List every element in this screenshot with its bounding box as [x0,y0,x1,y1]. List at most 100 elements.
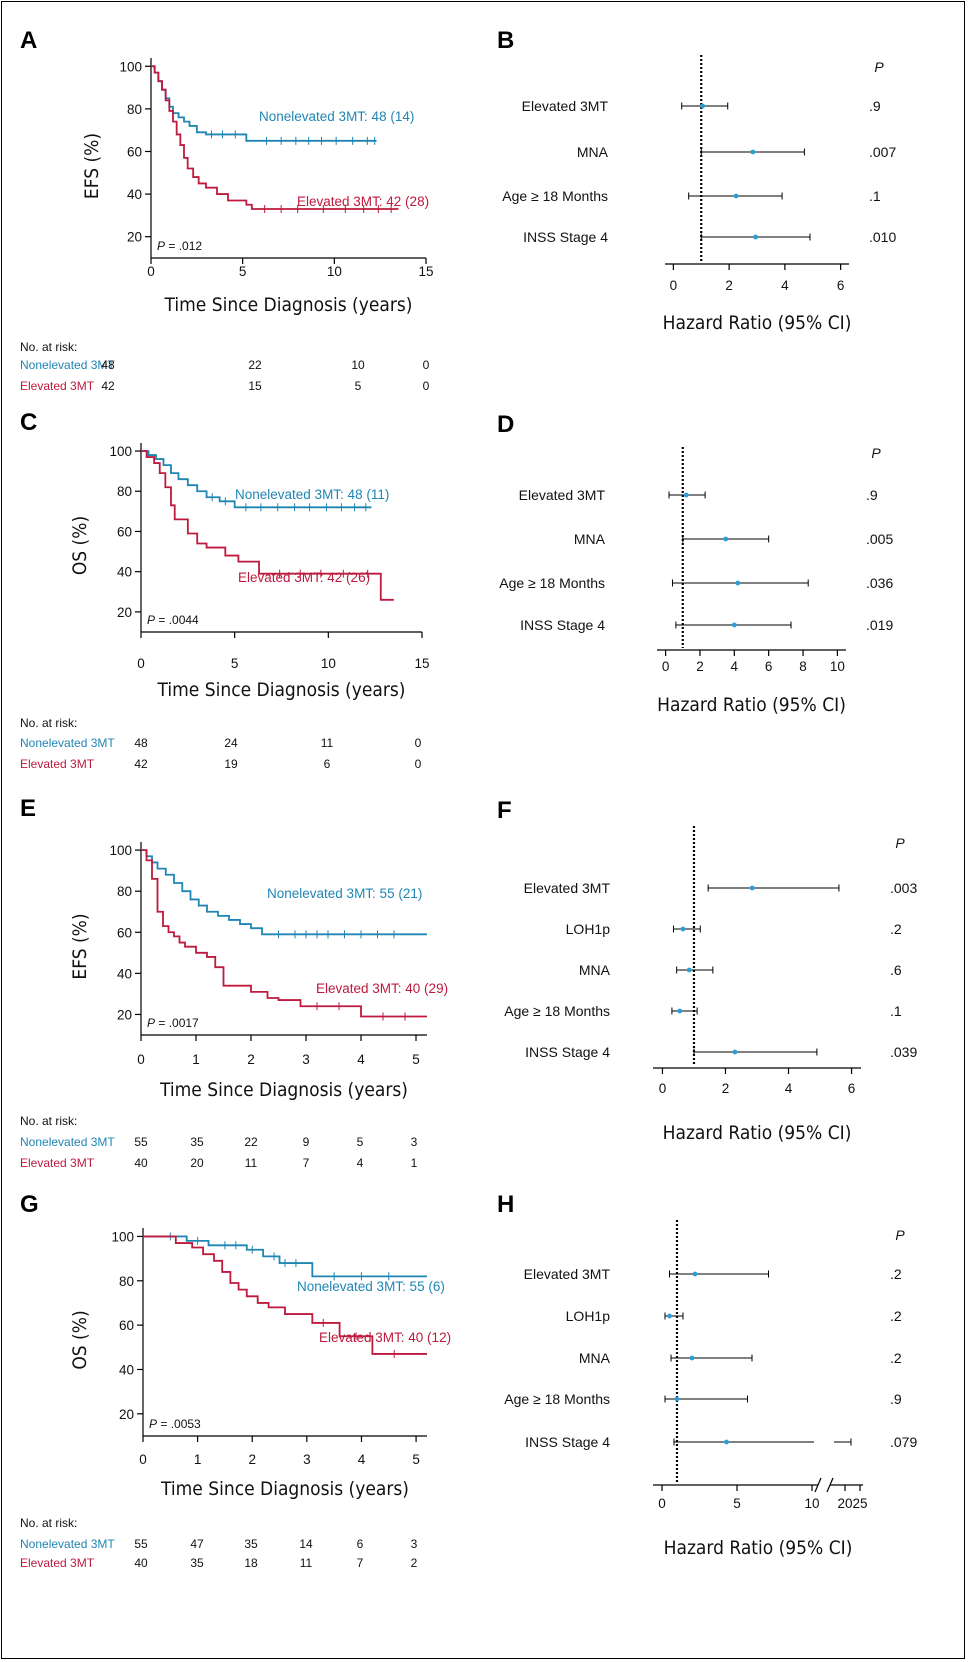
p-column-header: P [895,1227,905,1243]
x-tick-label: 6 [765,659,773,674]
x-tick-label: 2 [247,1052,255,1067]
hazard-ratio-point [735,580,741,586]
y-tick-label: 100 [119,59,142,74]
x-tick-label: 6 [848,1081,856,1096]
forest-row-label: MNA [579,1350,611,1366]
panel-label: A [20,27,37,54]
hazard-ratio-point [732,1049,738,1055]
panel-label: H [497,1191,514,1218]
forest-row-label: INSS Stage 4 [523,229,608,245]
x-tick-label: 4 [785,1081,793,1096]
p-value: .1 [890,1003,902,1019]
risk-row-label-elevated: Elevated 3MT [20,1156,95,1170]
forest-row-label: MNA [577,144,609,160]
x-tick-label: 4 [781,278,789,293]
x-axis-label: Hazard Ratio (95% CI) [663,312,852,334]
p-value: .9 [866,487,878,503]
p-column-header: P [895,835,905,851]
risk-count: 55 [134,1537,148,1551]
y-tick-label: 100 [109,843,132,858]
x-tick-label: 10 [804,1496,819,1511]
risk-count: 14 [299,1537,313,1551]
x-tick-label: 3 [302,1052,310,1067]
risk-table-header: No. at risk: [20,1516,77,1530]
hazard-ratio-point [750,149,756,155]
risk-count: 55 [134,1135,148,1149]
risk-count: 6 [324,757,331,771]
p-value: .1 [869,188,881,204]
series-label-elevated: Elevated 3MT: 42 (26) [238,570,370,585]
risk-count: 0 [415,736,422,750]
series-label-nonelevated: Nonelevated 3MT: 55 (6) [297,1279,445,1294]
risk-count: 1 [411,1156,418,1170]
x-tick-label: 2 [248,1452,256,1467]
y-tick-label: 80 [117,884,132,899]
x-tick-label: 3 [303,1452,311,1467]
x-tick-label: 2 [725,278,733,293]
hazard-ratio-point [667,1313,672,1319]
risk-count: 11 [245,1156,258,1170]
risk-row-label-elevated: Elevated 3MT [20,379,95,393]
y-tick-label: 20 [119,1407,134,1422]
risk-count: 48 [101,358,115,372]
x-tick-label: 1 [192,1052,200,1067]
hazard-ratio-point [680,926,686,932]
risk-count: 7 [303,1156,310,1170]
risk-count: 11 [321,736,334,750]
p-symbol: P [147,613,155,627]
risk-count: 5 [357,1135,364,1149]
p-value: .019 [866,617,893,633]
km-curve-elevated [151,65,399,210]
p-value: .003 [890,880,917,896]
x-tick-label: 0 [658,1496,666,1511]
risk-count: 4 [357,1156,364,1170]
p-value: .9 [890,1391,902,1407]
risk-count: 20 [190,1156,204,1170]
x-tick-label: 6 [837,278,845,293]
x-tick-label: 0 [659,1081,667,1096]
x-tick-label: 25 [852,1496,867,1511]
hazard-ratio-point [723,536,729,542]
x-tick-label: 0 [139,1452,147,1467]
x-tick-label: 5 [412,1452,420,1467]
hazard-ratio-point [683,492,689,498]
x-tick-label: 8 [799,659,807,674]
panel-b: B 0 2 4 6 Hazard Ratio (95% CI) P Elevated 3MT.… [497,27,896,334]
risk-row-label-elevated: Elevated 3MT [20,1556,95,1570]
x-tick-label: 2 [722,1081,730,1096]
risk-count: 40 [134,1556,148,1570]
risk-row-label-nonelevated: Nonelevated 3MT [20,736,115,750]
x-axis-label: Time Since Diagnosis (years) [157,679,406,701]
risk-row-label-nonelevated: Nonelevated 3MT [20,1537,115,1551]
risk-count: 22 [244,1135,258,1149]
risk-count: 15 [248,379,262,393]
risk-count: 2 [411,1556,418,1570]
x-axis-label: Hazard Ratio (95% CI) [663,1122,852,1144]
x-axis-label: Time Since Diagnosis (years) [160,1478,409,1500]
hazard-ratio-point [686,967,692,973]
hazard-ratio-point [692,1271,698,1277]
p-value: .007 [869,144,896,160]
p-value-text: = .0044 [155,613,199,627]
p-value: .010 [869,229,896,245]
risk-table-header: No. at risk: [20,1114,77,1128]
hazard-ratio-point [677,1008,683,1014]
x-tick-label: 4 [357,1052,365,1067]
y-tick-label: 20 [127,230,142,245]
y-tick-label: 20 [117,605,132,620]
y-tick-label: 80 [119,1274,134,1289]
y-tick-label: 60 [117,524,132,539]
risk-count: 0 [423,358,430,372]
km-curve-nonelevated [143,1235,427,1278]
risk-count: 3 [411,1537,418,1551]
x-axis-label: Time Since Diagnosis (years) [159,1079,408,1101]
risk-table-header: No. at risk: [20,716,77,730]
forest-row-label: INSS Stage 4 [525,1044,610,1060]
p-value: .9 [869,98,881,114]
series-label-nonelevated: Nonelevated 3MT: 55 (21) [267,886,422,901]
panel-f: F 0 2 4 6 Hazard Ratio (95% CI) P Elevated 3MT.… [497,797,917,1144]
risk-count: 35 [244,1537,258,1551]
p-value-text: = .012 [165,239,202,253]
p-column-header: P [871,445,881,461]
